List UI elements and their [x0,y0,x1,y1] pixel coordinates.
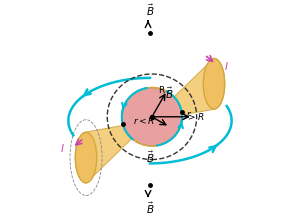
Ellipse shape [122,88,182,146]
Text: $r$: $r$ [186,109,192,119]
Text: $\vec{B}$: $\vec{B}$ [146,150,154,165]
Text: $r < R$: $r < R$ [133,115,155,126]
Text: R: R [158,86,164,95]
Text: $\vec{B}$: $\vec{B}$ [165,86,173,101]
Text: $I$: $I$ [224,60,229,72]
Text: $> R$: $> R$ [186,111,204,122]
Polygon shape [83,58,217,183]
Ellipse shape [75,132,97,183]
Ellipse shape [203,58,225,109]
Polygon shape [75,58,225,183]
Text: $\vec{B}$: $\vec{B}$ [146,200,154,216]
Text: $I$: $I$ [60,142,64,154]
Text: $\vec{B}$: $\vec{B}$ [146,2,154,18]
